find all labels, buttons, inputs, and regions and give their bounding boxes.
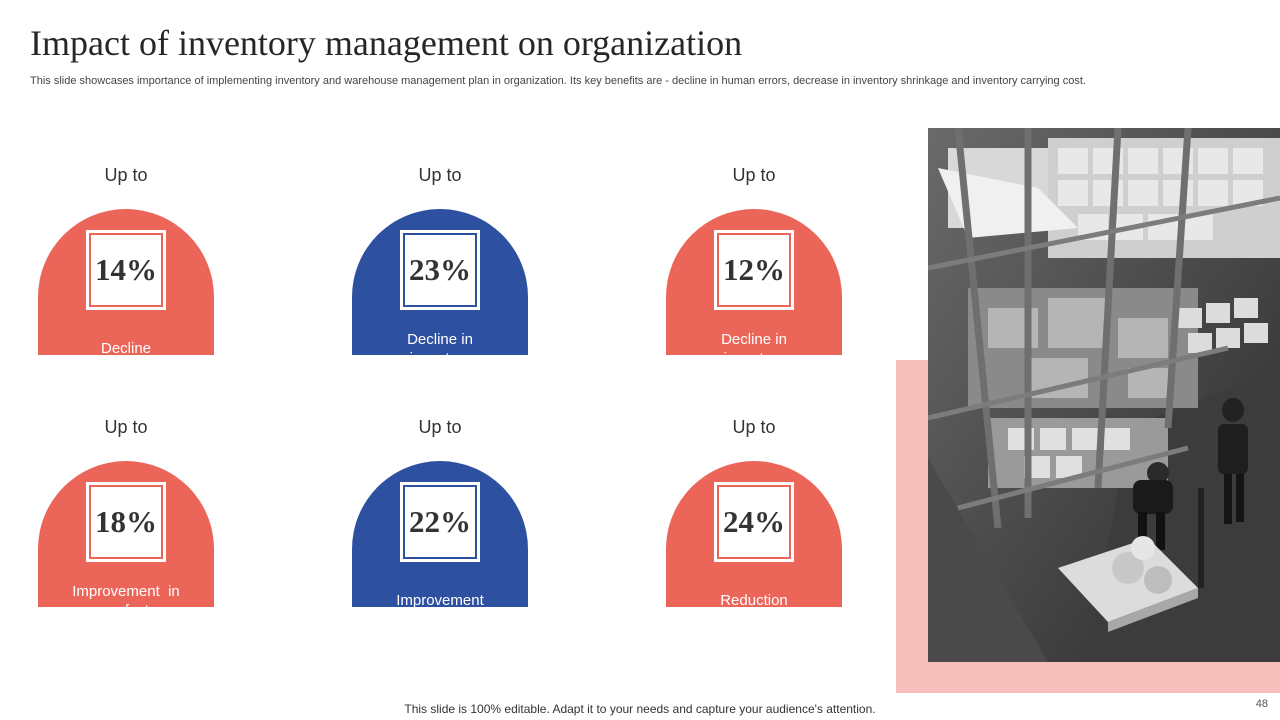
card-description: Decline in human errors bbox=[56, 318, 196, 398]
card-arch-shape: 23% Decline in inventory shrinkage bbox=[352, 209, 528, 386]
percent-value: 22% bbox=[403, 485, 477, 559]
desc-line: in human errors bbox=[73, 359, 179, 376]
desc-line: inventory bbox=[409, 349, 471, 367]
slide-subtitle: This slide showcases importance of imple… bbox=[30, 75, 1086, 87]
desc-line: Reduction bbox=[720, 592, 788, 609]
percent-box: 23% bbox=[396, 226, 484, 314]
slide-footer: This slide is 100% editable. Adapt it to… bbox=[404, 702, 876, 716]
slide-title: Impact of inventory management on organi… bbox=[30, 23, 743, 63]
percent-box: 12% bbox=[710, 226, 798, 314]
desc-line: Decline in bbox=[721, 330, 787, 348]
percent-box: 24% bbox=[710, 478, 798, 566]
warehouse-photo-icon bbox=[928, 128, 1280, 662]
stat-card-fill-rate: Up to 22% Improvement in fill rate bbox=[352, 417, 528, 677]
percent-value: 18% bbox=[89, 485, 163, 559]
desc-line: Improvement bbox=[396, 592, 484, 609]
upto-label: Up to bbox=[104, 417, 148, 437]
stat-card-stock-outs: Up to 24% Reduction in stock outs bbox=[666, 417, 842, 677]
card-description: Improvement in fill rate bbox=[370, 570, 510, 650]
percent-box: 22% bbox=[396, 478, 484, 566]
desc-line: carrying cost bbox=[711, 368, 797, 386]
stat-card-order-rate: Up to 18% Improvement in perfect order r… bbox=[38, 417, 214, 677]
percent-value: 12% bbox=[717, 233, 791, 307]
desc-line: order rate bbox=[93, 620, 159, 638]
desc-line: in fill rate bbox=[409, 611, 471, 628]
stat-card-human-errors: Up to 14% Decline in human errors bbox=[38, 165, 214, 425]
desc-line: inventory bbox=[723, 349, 785, 367]
percent-value: 14% bbox=[89, 233, 163, 307]
desc-line: perfect bbox=[103, 601, 149, 619]
card-arch-shape: 24% Reduction in stock outs bbox=[666, 461, 842, 628]
card-arch-shape: 12% Decline in inventory carrying cost bbox=[666, 209, 842, 386]
card-description: Improvement in perfect order rate bbox=[56, 570, 196, 650]
upto-label: Up to bbox=[732, 417, 776, 437]
stat-card-inventory-shrinkage: Up to 23% Decline in inventory shrinkage bbox=[352, 165, 528, 425]
warehouse-photo bbox=[928, 128, 1280, 662]
percent-value: 23% bbox=[403, 233, 477, 307]
desc-line: in stock outs bbox=[712, 611, 796, 628]
card-arch-shape: 18% Improvement in perfect order rate bbox=[38, 461, 214, 638]
upto-label: Up to bbox=[104, 165, 148, 185]
desc-line: Improvement in bbox=[72, 582, 180, 600]
card-arch-shape: 14% Decline in human errors bbox=[38, 209, 214, 376]
page-number: 48 bbox=[1255, 698, 1268, 710]
upto-label: Up to bbox=[418, 417, 462, 437]
card-description: Reduction in stock outs bbox=[684, 570, 824, 650]
percent-box: 18% bbox=[82, 478, 170, 566]
percent-box: 14% bbox=[82, 226, 170, 314]
desc-line: Decline bbox=[100, 340, 152, 357]
stat-card-carrying-cost: Up to 12% Decline in inventory carrying … bbox=[666, 165, 842, 425]
upto-label: Up to bbox=[418, 165, 462, 185]
desc-line: Decline in bbox=[407, 330, 473, 348]
card-description: Decline in inventory shrinkage bbox=[370, 318, 510, 398]
upto-label: Up to bbox=[732, 165, 776, 185]
card-arch-shape: 22% Improvement in fill rate bbox=[352, 461, 528, 628]
percent-value: 24% bbox=[717, 485, 791, 559]
desc-line: shrinkage bbox=[407, 368, 473, 386]
card-description: Decline in inventory carrying cost bbox=[684, 318, 824, 398]
